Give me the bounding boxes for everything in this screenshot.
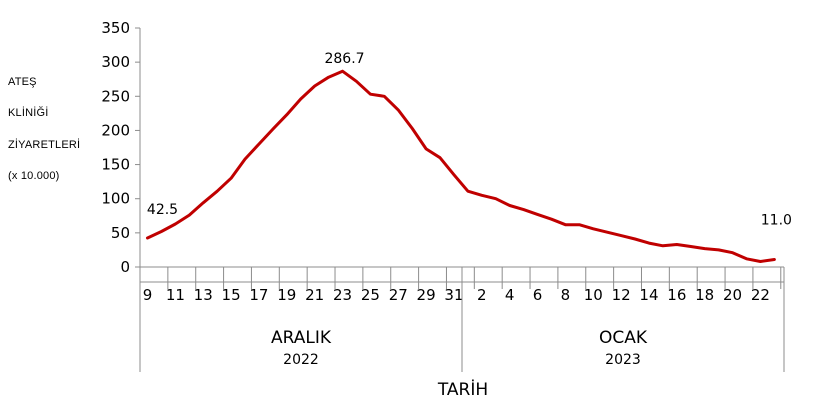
y-axis-title-line-3: ZİYARETLERİ — [8, 139, 81, 151]
x-tick-label: 18 — [695, 286, 714, 304]
x-tick-label: 11 — [166, 286, 185, 304]
y-tick-label: 350 — [101, 19, 130, 37]
x-tick-label: 17 — [249, 286, 268, 304]
x-tick-label: 6 — [533, 286, 543, 304]
x-tick-label: 29 — [417, 286, 436, 304]
y-tick-label: 250 — [101, 87, 130, 105]
y-axis-title-line-4: (x 10.000) — [8, 170, 60, 182]
x-tick-label: 25 — [361, 286, 380, 304]
x-tick-label: 4 — [505, 286, 515, 304]
data-label: 286.7 — [324, 51, 364, 67]
data-label: 11.0 — [761, 212, 792, 228]
y-axis-title-line-2: KLİNİĞİ — [8, 107, 49, 119]
x-tick-label: 13 — [194, 286, 213, 304]
x-tick-label: 8 — [561, 286, 571, 304]
x-tick-label: 10 — [584, 286, 603, 304]
month-label: ARALIK — [271, 328, 332, 348]
x-tick-label: 27 — [389, 286, 408, 304]
y-tick-label: 300 — [101, 53, 130, 71]
year-label: 2023 — [605, 352, 641, 368]
x-tick-label: 16 — [667, 286, 686, 304]
y-tick-label: 200 — [101, 121, 130, 139]
x-tick-label: 2 — [477, 286, 487, 304]
y-tick-label: 100 — [101, 190, 130, 208]
x-tick-label: 20 — [723, 286, 742, 304]
data-label: 42.5 — [147, 202, 178, 218]
x-tick-label: 19 — [277, 286, 296, 304]
y-tick-label: 150 — [101, 156, 130, 174]
x-axis-title: TARİH — [437, 379, 488, 400]
y-axis-title-line-1: ATEŞ — [8, 76, 37, 88]
x-tick-label: 22 — [751, 286, 770, 304]
x-tick-label: 31 — [444, 286, 463, 304]
x-tick-label: 12 — [612, 286, 631, 304]
x-tick-label: 21 — [305, 286, 324, 304]
x-tick-label: 9 — [143, 286, 153, 304]
y-tick-label: 0 — [120, 258, 130, 276]
series-line — [146, 69, 776, 263]
x-tick-label: 15 — [222, 286, 241, 304]
year-label: 2022 — [283, 352, 319, 368]
y-tick-label: 50 — [111, 224, 130, 242]
month-label: OCAK — [599, 328, 648, 348]
x-tick-label: 23 — [333, 286, 352, 304]
x-tick-label: 14 — [639, 286, 658, 304]
